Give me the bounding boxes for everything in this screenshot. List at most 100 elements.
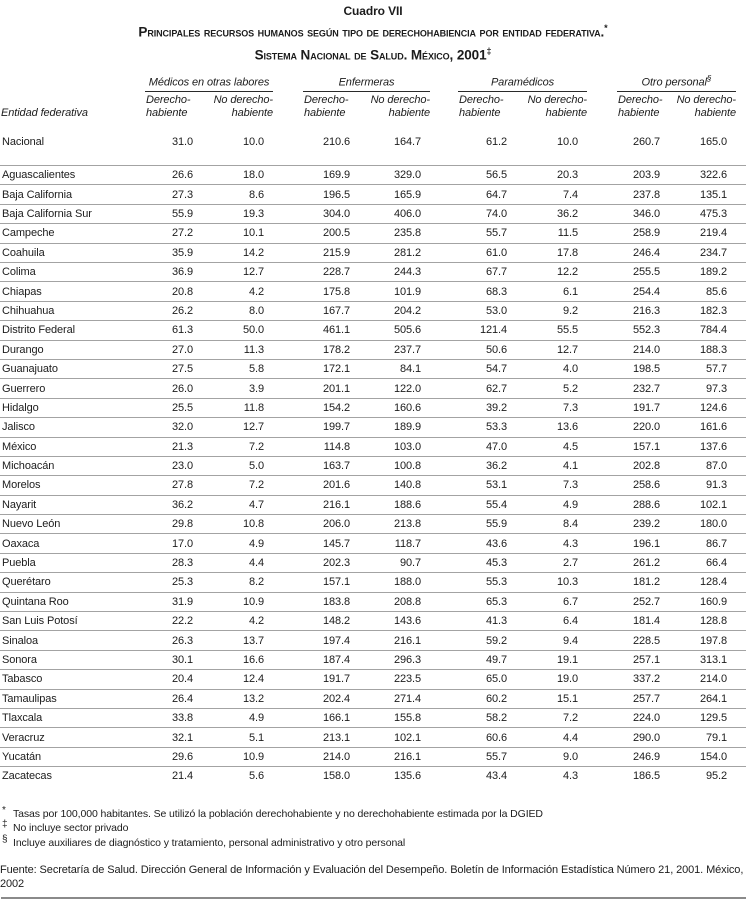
enfermeras-no-derechohabiente-value: 160.6: [393, 401, 421, 414]
otro-personal-derechohabiente-value: 260.7: [632, 136, 660, 149]
entity-name: Zacatecas: [2, 770, 52, 783]
table-row: Tamaulipas 26.4 13.2 202.4 271.4 60.2 15…: [0, 688, 746, 708]
footnote: § Incluye auxiliares de diagnóstico y tr…: [0, 834, 746, 851]
enfermeras-derechohabiente-value: 228.7: [322, 266, 350, 279]
otro-personal-derechohabiente-value: 202.8: [632, 460, 660, 473]
table-row: Nacional 31.0 10.0 210.6 164.7 61.2 10.0…: [0, 133, 746, 152]
medicos-no-derechohabiente-value: 4.9: [249, 537, 264, 550]
table-row: Coahuila 35.9 14.2 215.9 281.2 61.0 17.8…: [0, 242, 746, 262]
medicos-derechohabiente-value: 27.0: [171, 343, 193, 356]
paramedicos-no-derechohabiente-value: 11.5: [557, 227, 578, 240]
medicos-no-derechohabiente-value: 50.0: [242, 324, 264, 337]
subheader-no-derechohabiente: No derecho-habiente: [527, 93, 588, 119]
otro-personal-derechohabiente-value: 220.0: [632, 421, 660, 434]
footnote-marker: *: [2, 804, 6, 816]
otro-personal-derechohabiente-value: 290.0: [632, 731, 660, 744]
paramedicos-no-derechohabiente-value: 17.8: [556, 246, 578, 259]
paramedicos-derechohabiente-value: 49.7: [485, 654, 507, 666]
paramedicos-derechohabiente-value: 41.3: [485, 615, 507, 628]
otro-personal-no-derechohabiente-value: 180.0: [699, 518, 727, 531]
medicos-no-derechohabiente-value: 18.0: [242, 169, 264, 182]
medicos-no-derechohabiente-value: 12.4: [242, 673, 264, 686]
paramedicos-no-derechohabiente-value: 7.3: [563, 401, 578, 414]
enfermeras-no-derechohabiente-value: 204.2: [393, 304, 421, 317]
medicos-no-derechohabiente-value: 5.0: [249, 460, 264, 473]
medicos-derechohabiente-value: 35.9: [171, 246, 193, 259]
medicos-derechohabiente-value: 20.8: [171, 285, 193, 298]
paramedicos-derechohabiente-value: 65.3: [485, 595, 507, 608]
paramedicos-no-derechohabiente-value: 15.1: [556, 692, 578, 705]
medicos-no-derechohabiente-value: 19.3: [242, 208, 264, 221]
footnote: ‡ No incluye sector privado: [0, 819, 746, 836]
paramedicos-derechohabiente-value: 53.0: [485, 304, 507, 317]
enfermeras-derechohabiente-value: 304.0: [322, 208, 350, 221]
paramedicos-no-derechohabiente-value: 19.0: [556, 673, 578, 686]
enfermeras-derechohabiente-value: 167.7: [322, 304, 350, 317]
paramedicos-derechohabiente-value: 55.3: [485, 576, 507, 589]
entity-name: Tlaxcala: [2, 712, 43, 725]
footnote-marker: ‡: [2, 819, 8, 831]
table-subtitle: Sistema Nacional de Salud. México, 2001‡: [0, 43, 746, 64]
enfermeras-no-derechohabiente-value: 216.1: [393, 750, 421, 763]
table-row: Guanajuato 27.5 5.8 172.1 84.1 54.7 4.0 …: [0, 358, 746, 378]
table-row: Campeche 27.2 10.1 200.5 235.8 55.7 11.5…: [0, 223, 746, 242]
paramedicos-no-derechohabiente-value: 12.2: [556, 266, 578, 279]
medicos-no-derechohabiente-value: 10.9: [242, 595, 264, 608]
subtitle-text: Sistema Nacional de Salud. México, 2001: [254, 47, 487, 62]
enfermeras-derechohabiente-value: 199.7: [322, 421, 350, 434]
entity-name: Sonora: [2, 654, 37, 666]
entity-name: Chihuahua: [2, 304, 55, 317]
paramedicos-derechohabiente-value: 67.7: [485, 266, 507, 279]
otro-personal-derechohabiente-value: 346.0: [632, 208, 660, 221]
paramedicos-derechohabiente-value: 60.2: [485, 692, 507, 705]
medicos-derechohabiente-value: 26.0: [171, 382, 193, 395]
enfermeras-derechohabiente-value: 202.4: [322, 692, 350, 705]
medicos-derechohabiente-value: 61.3: [171, 324, 193, 337]
enfermeras-derechohabiente-value: 201.1: [322, 382, 350, 395]
entity-name: Guanajuato: [2, 363, 58, 376]
paramedicos-derechohabiente-value: 58.2: [485, 712, 507, 725]
otro-personal-derechohabiente-value: 258.9: [632, 227, 660, 240]
medicos-derechohabiente-value: 27.2: [171, 227, 193, 240]
group-header-otro-personal: Otro personal§: [617, 72, 736, 92]
paramedicos-no-derechohabiente-value: 4.4: [563, 731, 578, 744]
otro-personal-derechohabiente-value: 337.2: [632, 673, 660, 686]
enfermeras-derechohabiente-value: 148.2: [322, 615, 350, 628]
group-header-enfermeras: Enfermeras: [303, 72, 430, 92]
footnote: * Tasas por 100,000 habitantes. Se utili…: [0, 804, 746, 822]
footnotes: * Tasas por 100,000 habitantes. Se utili…: [0, 804, 746, 851]
enfermeras-derechohabiente-value: 175.8: [322, 285, 350, 298]
paramedicos-derechohabiente-value: 53.3: [485, 421, 507, 434]
otro-personal-no-derechohabiente-value: 165.0: [699, 136, 727, 149]
otro-personal-no-derechohabiente-value: 264.1: [699, 692, 727, 705]
entity-name: Nacional: [2, 136, 45, 149]
enfermeras-derechohabiente-value: 163.7: [322, 460, 350, 473]
otro-personal-no-derechohabiente-value: 137.6: [699, 440, 727, 453]
enfermeras-no-derechohabiente-value: 329.0: [393, 169, 421, 182]
otro-personal-derechohabiente-value: 239.2: [632, 518, 660, 531]
medicos-no-derechohabiente-value: 10.8: [242, 518, 264, 531]
group-footnote-marker-section: §: [706, 73, 712, 83]
otro-personal-no-derechohabiente-value: 475.3: [699, 208, 727, 221]
medicos-derechohabiente-value: 28.3: [171, 557, 193, 570]
paramedicos-derechohabiente-value: 39.2: [485, 401, 507, 414]
medicos-no-derechohabiente-value: 13.2: [242, 692, 264, 705]
medicos-no-derechohabiente-value: 5.8: [249, 363, 264, 376]
medicos-no-derechohabiente-value: 8.6: [249, 188, 264, 201]
table-row: San Luis Potosí 22.2 4.2 148.2 143.6 41.…: [0, 611, 746, 630]
table-row: Guerrero 26.0 3.9 201.1 122.0 62.7 5.2 2…: [0, 378, 746, 397]
otro-personal-no-derechohabiente-value: 182.3: [699, 304, 727, 317]
enfermeras-derechohabiente-value: 145.7: [322, 537, 350, 550]
paramedicos-derechohabiente-value: 45.3: [485, 557, 507, 570]
enfermeras-derechohabiente-value: 196.5: [322, 188, 350, 201]
paramedicos-derechohabiente-value: 54.7: [485, 363, 507, 376]
otro-personal-no-derechohabiente-value: 214.0: [699, 673, 727, 686]
enfermeras-derechohabiente-value: 166.1: [322, 712, 350, 725]
otro-personal-derechohabiente-value: 196.1: [632, 537, 660, 550]
enfermeras-no-derechohabiente-value: 237.7: [393, 343, 421, 356]
medicos-derechohabiente-value: 27.3: [171, 188, 193, 201]
otro-personal-no-derechohabiente-value: 154.0: [699, 750, 727, 763]
otro-personal-no-derechohabiente-value: 86.7: [705, 537, 727, 550]
paramedicos-no-derechohabiente-value: 4.1: [563, 460, 578, 473]
